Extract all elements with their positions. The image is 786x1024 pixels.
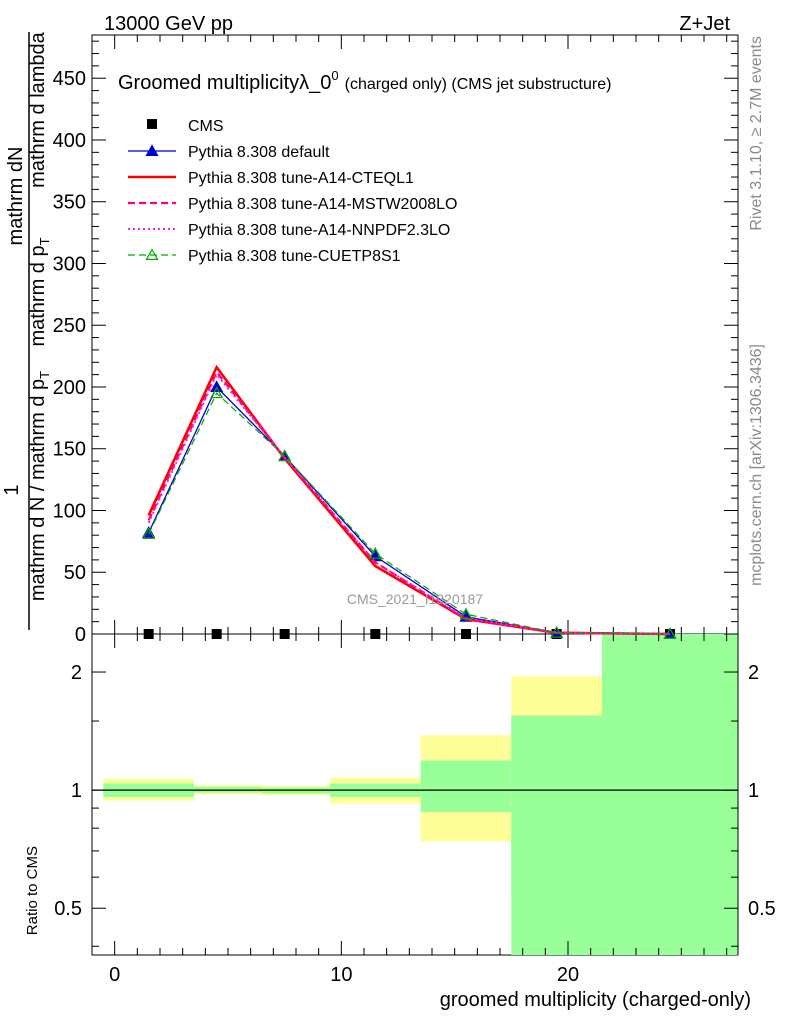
ratio-y-tick-label: 1 bbox=[71, 780, 82, 802]
series-marker-5-1 bbox=[210, 386, 224, 399]
series-line-5 bbox=[148, 392, 671, 635]
ratio-band-green-fill-5 bbox=[511, 715, 602, 896]
y-tick-label: 250 bbox=[53, 315, 86, 337]
cms-point-4 bbox=[461, 629, 471, 639]
ratio-y-tick-label-right: 1 bbox=[748, 780, 759, 802]
cms-point-0 bbox=[143, 629, 154, 639]
series-marker-5-5 bbox=[550, 626, 564, 638]
y-tick-label: 0 bbox=[75, 624, 86, 646]
ratio-bands bbox=[92, 634, 738, 955]
analysis-watermark: CMS_2021_I1920187 bbox=[347, 591, 483, 607]
series-marker-5-2 bbox=[278, 449, 292, 462]
y-axis-label: mathrm dN mathrm d pT mathrm d lambda 1 … bbox=[1, 31, 52, 630]
chart-subtitle: (charged only) (CMS jet substructure) bbox=[345, 76, 612, 93]
mcplots-label: mcplots.cern.ch [arXiv:1306.3436] bbox=[748, 344, 765, 586]
y-label-denominator: mathrm d N / mathrm d pT bbox=[27, 371, 52, 601]
ratio-axis-ticks: 0.5 0.51 12 20 10 20 bbox=[54, 634, 776, 986]
y-tick-label: 350 bbox=[53, 192, 86, 214]
chart-title: Groomed multiplicityλ_00(charged only) (… bbox=[118, 68, 611, 94]
ratio-y-label: Ratio to CMS bbox=[24, 846, 41, 935]
y-tick-label: 50 bbox=[64, 562, 86, 584]
process-label: Z+Jet bbox=[679, 13, 730, 35]
y-tick-label: 300 bbox=[53, 253, 86, 275]
ratio-band-green-6 bbox=[602, 634, 738, 955]
series-layer bbox=[142, 364, 677, 640]
energy-label: 13000 GeV pp bbox=[104, 13, 233, 35]
ratio-y-tick-label: 0.5 bbox=[54, 898, 82, 920]
y-label-numerator: mathrm dN bbox=[5, 147, 27, 246]
legend-marker-5 bbox=[145, 248, 159, 260]
x-tick-label: 20 bbox=[557, 964, 579, 986]
legend-label-3: Pythia 8.308 tune-A14-MSTW2008LO bbox=[188, 196, 457, 213]
legend: CMS Pythia 8.308 default Pythia 8.308 tune… bbox=[128, 118, 457, 265]
cms-point-3 bbox=[370, 629, 381, 639]
legend-label-0: CMS bbox=[188, 118, 224, 135]
series-marker-5-0 bbox=[142, 527, 156, 539]
legend-label-4: Pythia 8.308 tune-A14-NNPDF2.3LO bbox=[188, 222, 450, 239]
legend-label-2: Pythia 8.308 tune-A14-CTEQL1 bbox=[188, 170, 414, 187]
y-tick-label: 200 bbox=[53, 377, 86, 399]
ratio-plot-frame bbox=[91, 633, 739, 956]
ratio-y-tick-label: 2 bbox=[71, 662, 82, 684]
series-marker-5-4 bbox=[459, 607, 473, 620]
ratio-band-green-4 bbox=[420, 760, 512, 812]
x-tick-label: 10 bbox=[330, 964, 352, 986]
x-axis-label: groomed multiplicity (charged-only) bbox=[440, 989, 751, 1011]
cms-point-2 bbox=[279, 629, 290, 639]
ratio-y-tick-label-right: 2 bbox=[748, 662, 759, 684]
y-tick-label: 150 bbox=[53, 439, 86, 461]
chart-title-superscript: 0 bbox=[331, 68, 338, 83]
rivet-version-label: Rivet 3.1.10, ≥ 2.7M events bbox=[748, 36, 765, 231]
y-tick-label: 450 bbox=[53, 68, 86, 90]
legend-marker-1 bbox=[145, 144, 159, 156]
legend-label-5: Pythia 8.308 tune-CUETP8S1 bbox=[188, 248, 401, 265]
cms-point-1 bbox=[211, 629, 222, 639]
series-marker-5-6 bbox=[663, 627, 677, 640]
y-tick-label: 100 bbox=[53, 500, 86, 522]
main-axis-ticks: 0 50 100 150 200 250 300 350 400 450 bbox=[53, 35, 738, 646]
y-label-one: 1 bbox=[1, 484, 23, 495]
y-tick-label: 400 bbox=[53, 130, 86, 152]
legend-label-1: Pythia 8.308 default bbox=[188, 144, 330, 161]
series-marker-5-3 bbox=[368, 546, 382, 559]
y-label-numerator-dlambda: mathrm d lambda bbox=[27, 31, 49, 187]
y-label-numerator-dpt: mathrm d pT bbox=[27, 237, 52, 346]
ratio-y-tick-label-right: 0.5 bbox=[748, 898, 776, 920]
x-tick-label: 0 bbox=[109, 964, 120, 986]
legend-marker-cms bbox=[147, 119, 157, 129]
